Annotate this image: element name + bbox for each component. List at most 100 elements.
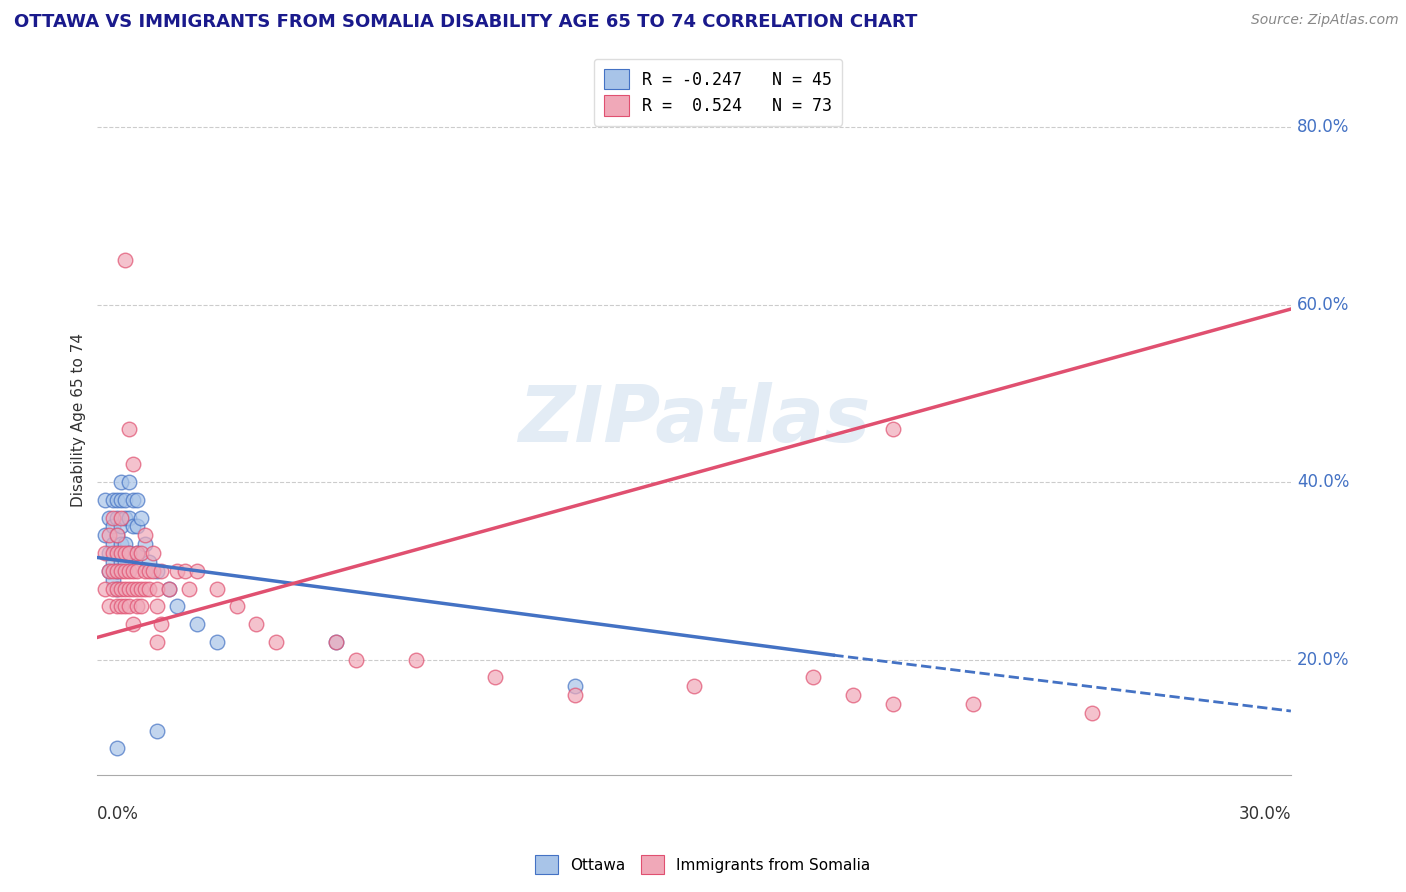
Point <box>110 519 132 533</box>
Point <box>325 635 347 649</box>
Point <box>138 555 160 569</box>
Point <box>118 546 141 560</box>
Point <box>882 422 904 436</box>
Point <box>127 564 149 578</box>
Point <box>118 582 141 596</box>
Point <box>105 582 128 596</box>
Point <box>94 582 117 596</box>
Point <box>344 652 367 666</box>
Point <box>134 537 156 551</box>
Point <box>484 670 506 684</box>
Point <box>122 519 145 533</box>
Point <box>118 475 141 489</box>
Point <box>110 510 132 524</box>
Point <box>94 546 117 560</box>
Point <box>138 564 160 578</box>
Point <box>146 599 169 614</box>
Point <box>105 510 128 524</box>
Point <box>245 617 267 632</box>
Point <box>564 679 586 693</box>
Point <box>129 546 152 560</box>
Point <box>127 599 149 614</box>
Point <box>114 253 136 268</box>
Point <box>110 564 132 578</box>
Point <box>962 697 984 711</box>
Point <box>114 582 136 596</box>
Point <box>114 537 136 551</box>
Point <box>134 564 156 578</box>
Point <box>110 537 132 551</box>
Point <box>110 475 132 489</box>
Point <box>118 422 141 436</box>
Point <box>166 599 188 614</box>
Point <box>118 510 141 524</box>
Point <box>103 546 125 560</box>
Point <box>118 599 141 614</box>
Point <box>146 564 169 578</box>
Point <box>122 582 145 596</box>
Point <box>173 564 195 578</box>
Point <box>127 492 149 507</box>
Point <box>138 582 160 596</box>
Point <box>114 510 136 524</box>
Point <box>105 582 128 596</box>
Point <box>114 555 136 569</box>
Point <box>105 528 128 542</box>
Point <box>105 599 128 614</box>
Text: 30.0%: 30.0% <box>1239 805 1291 823</box>
Point <box>105 564 128 578</box>
Y-axis label: Disability Age 65 to 74: Disability Age 65 to 74 <box>72 333 86 507</box>
Point <box>146 582 169 596</box>
Point <box>105 528 128 542</box>
Point <box>134 528 156 542</box>
Point <box>103 492 125 507</box>
Text: 60.0%: 60.0% <box>1296 295 1350 314</box>
Point <box>98 564 121 578</box>
Point <box>118 564 141 578</box>
Point <box>186 564 208 578</box>
Point <box>114 546 136 560</box>
Point <box>98 546 121 560</box>
Point <box>110 599 132 614</box>
Point <box>105 564 128 578</box>
Point <box>98 528 121 542</box>
Point <box>122 492 145 507</box>
Point <box>114 564 136 578</box>
Point <box>564 688 586 702</box>
Point <box>266 635 288 649</box>
Point <box>114 492 136 507</box>
Point <box>122 564 145 578</box>
Point <box>105 546 128 560</box>
Point <box>157 582 180 596</box>
Point <box>166 564 188 578</box>
Point <box>105 546 128 560</box>
Point <box>103 555 125 569</box>
Point <box>98 599 121 614</box>
Point <box>157 582 180 596</box>
Point <box>103 519 125 533</box>
Point <box>105 741 128 756</box>
Point <box>129 582 152 596</box>
Point <box>225 599 247 614</box>
Point <box>110 492 132 507</box>
Point <box>110 582 132 596</box>
Text: Source: ZipAtlas.com: Source: ZipAtlas.com <box>1251 13 1399 28</box>
Point <box>803 670 825 684</box>
Point <box>1081 706 1104 720</box>
Point <box>103 537 125 551</box>
Point <box>122 617 145 632</box>
Point <box>127 546 149 560</box>
Point <box>94 528 117 542</box>
Point <box>127 546 149 560</box>
Point <box>186 617 208 632</box>
Point <box>94 492 117 507</box>
Point <box>129 510 152 524</box>
Point <box>122 458 145 472</box>
Text: 20.0%: 20.0% <box>1296 650 1350 669</box>
Point <box>142 564 165 578</box>
Point <box>405 652 427 666</box>
Point <box>842 688 865 702</box>
Point <box>146 723 169 738</box>
Point <box>114 599 136 614</box>
Point <box>205 635 228 649</box>
